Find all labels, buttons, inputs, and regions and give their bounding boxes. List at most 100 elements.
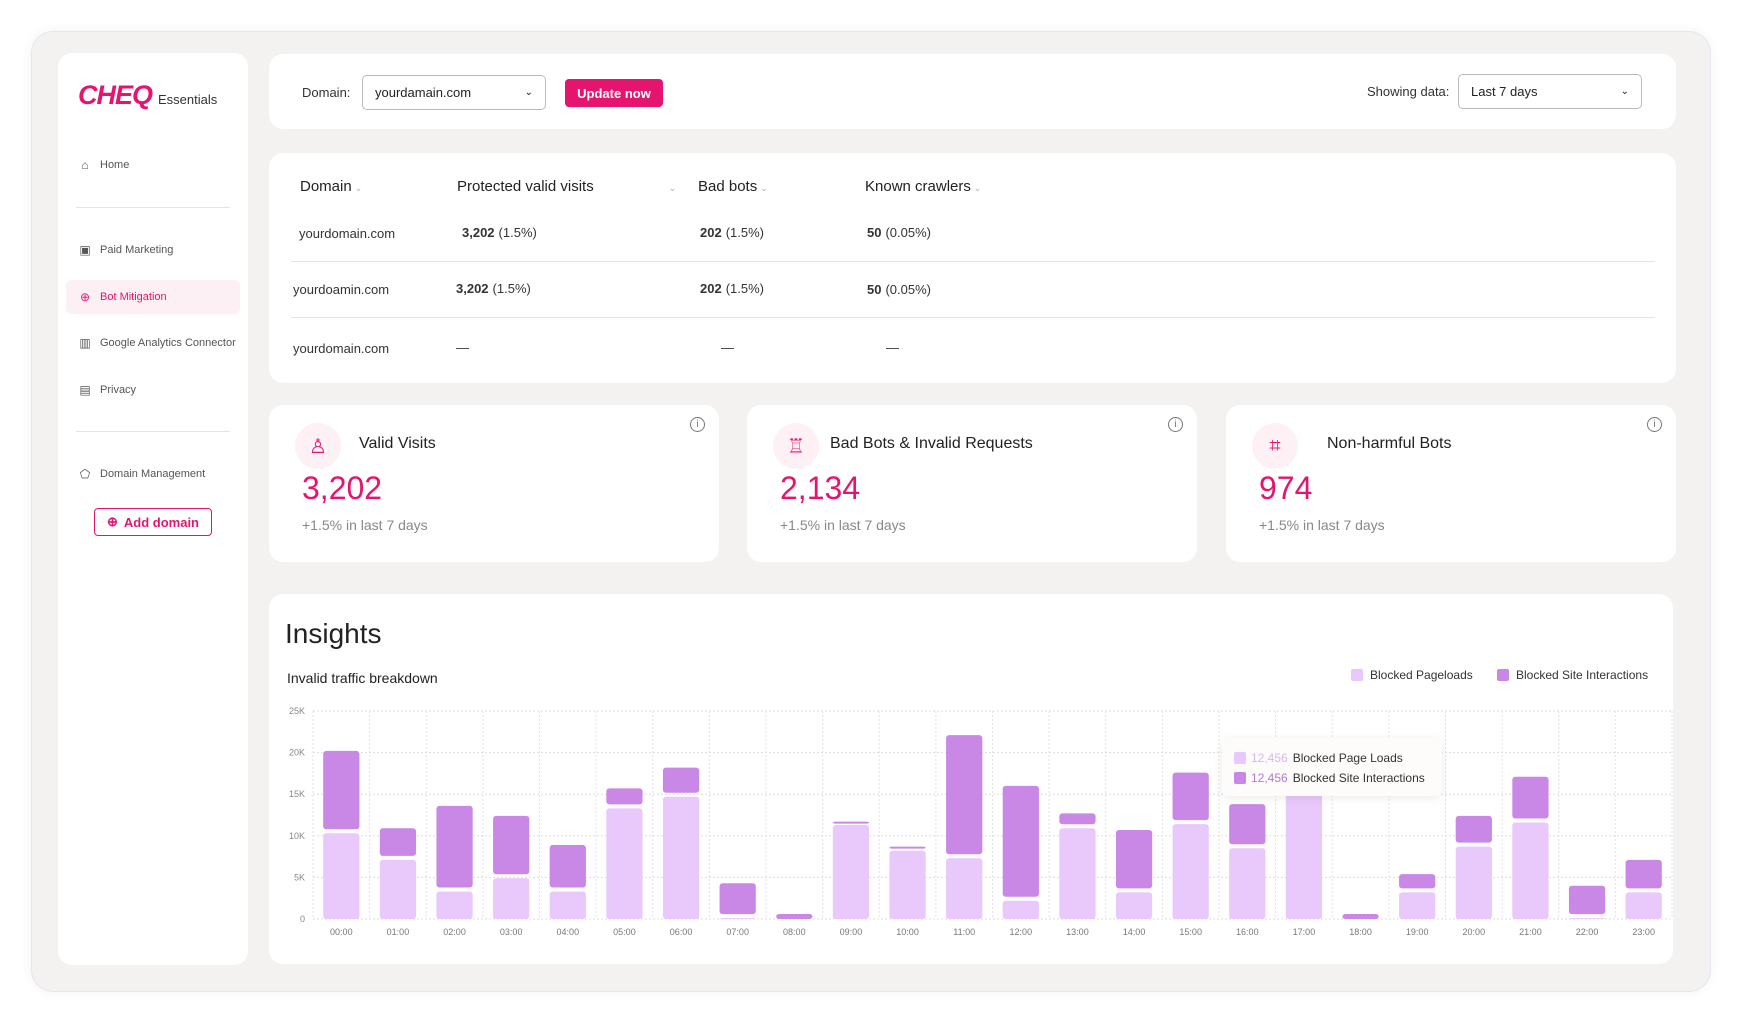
bar-interactions xyxy=(1625,859,1662,889)
row-divider xyxy=(291,261,1655,262)
header-bad-bots[interactable]: Bad bots ⌄ xyxy=(698,178,768,195)
bar-pageloads xyxy=(549,891,586,919)
legend-swatch xyxy=(1497,669,1509,681)
domain-value: yourdamain.com xyxy=(375,85,472,100)
bar-pageloads xyxy=(1455,846,1492,919)
cell-visits: 3,202 (1.5%) xyxy=(462,225,537,240)
paid-marketing-icon: ▣ xyxy=(79,243,91,257)
bar-interactions xyxy=(436,805,473,888)
bar-pageloads xyxy=(1285,794,1323,919)
cell-domain[interactable]: yourdomain.com xyxy=(293,341,390,356)
robot-icon: ♖ xyxy=(773,423,819,469)
sort-icon: ⌄ xyxy=(760,183,768,193)
bar-interactions xyxy=(832,821,870,824)
bar-interactions xyxy=(719,883,756,915)
user-icon: ♙ xyxy=(295,423,341,469)
x-tick-label: 14:00 xyxy=(1123,927,1146,937)
x-tick-label: 13:00 xyxy=(1066,927,1089,937)
x-tick-label: 03:00 xyxy=(500,927,523,937)
cell-bad-bots: — xyxy=(721,340,734,355)
bar-pageloads xyxy=(606,808,643,919)
y-tick-label: 10K xyxy=(289,831,305,841)
bar-pageloads xyxy=(1399,892,1436,919)
bar-interactions xyxy=(889,846,926,849)
stat-card-non-harmful-bots: ⌗ Non-harmful Bots 974 +1.5% in last 7 d… xyxy=(1226,405,1676,562)
legend-item-interactions[interactable]: Blocked Site Interactions xyxy=(1497,668,1648,682)
header-known-crawlers[interactable]: Known crawlers ⌄ xyxy=(865,178,982,195)
bar-pageloads xyxy=(1512,822,1549,919)
bar-interactions xyxy=(1002,785,1039,897)
bar-pageloads xyxy=(1115,892,1153,919)
cell-crawlers: — xyxy=(886,340,899,355)
tag-icon: ⬠ xyxy=(79,467,91,481)
bar-pageloads xyxy=(889,850,926,919)
sidebar: CHEQ Essentials ⌂ Home ▣ Paid Marketing ⊕ B… xyxy=(58,53,248,965)
stat-title: Valid Visits xyxy=(359,435,436,452)
sidebar-item-bot-mitigation[interactable]: ⊕ Bot Mitigation xyxy=(66,280,240,314)
stat-change: +1.5% in last 7 days xyxy=(302,517,428,533)
bar-pageloads xyxy=(436,891,473,919)
x-tick-label: 06:00 xyxy=(670,927,693,937)
sidebar-item-paid-marketing[interactable]: ▣ Paid Marketing xyxy=(66,233,240,267)
bar-interactions xyxy=(1115,829,1153,889)
plus-circle-icon: ⊕ xyxy=(106,514,118,529)
add-domain-button[interactable]: ⊕ Add domain xyxy=(94,508,212,536)
info-icon[interactable]: i xyxy=(1168,417,1183,432)
date-range-select[interactable]: Last 7 days ⌄ xyxy=(1458,74,1642,109)
stat-title: Bad Bots & Invalid Requests xyxy=(830,435,1033,452)
top-bar: Domain: yourdamain.com ⌄ Update now Showi… xyxy=(269,54,1676,129)
insights-title: Insights xyxy=(285,618,382,649)
info-icon[interactable]: i xyxy=(690,417,705,432)
domain-select[interactable]: yourdamain.com ⌄ xyxy=(362,75,546,110)
sidebar-item-home[interactable]: ⌂ Home xyxy=(66,148,240,182)
bar-interactions xyxy=(549,844,586,888)
legend-item-pageloads[interactable]: Blocked Pageloads xyxy=(1351,668,1473,682)
x-tick-label: 01:00 xyxy=(387,927,410,937)
x-tick-label: 20:00 xyxy=(1463,927,1486,937)
y-tick-label: 25K xyxy=(289,706,305,716)
bar-pageloads xyxy=(832,824,870,919)
bar-pageloads xyxy=(1568,918,1606,919)
sidebar-item-privacy[interactable]: ▤ Privacy xyxy=(66,373,240,407)
bar-pageloads xyxy=(1172,824,1209,919)
bar-interactions xyxy=(1455,815,1492,843)
info-icon[interactable]: i xyxy=(1647,417,1662,432)
logo[interactable]: CHEQ Essentials xyxy=(78,80,217,111)
cell-visits: 3,202 (1.5%) xyxy=(456,281,531,296)
bar-interactions xyxy=(493,815,530,875)
x-tick-label: 19:00 xyxy=(1406,927,1429,937)
sort-icon: ⌄ xyxy=(354,183,363,193)
bar-interactions xyxy=(776,914,813,919)
y-tick-label: 5K xyxy=(294,872,305,882)
home-icon: ⌂ xyxy=(81,158,89,172)
x-tick-label: 09:00 xyxy=(840,927,863,937)
stat-card-valid-visits: ♙ Valid Visits 3,202 +1.5% in last 7 day… xyxy=(269,405,719,562)
bar-interactions xyxy=(1399,874,1436,889)
x-tick-label: 05:00 xyxy=(613,927,636,937)
y-tick-label: 0 xyxy=(300,914,305,924)
cell-crawlers: 50 (0.05%) xyxy=(867,225,931,240)
bar-interactions xyxy=(606,788,643,805)
update-now-button[interactable]: Update now xyxy=(565,79,663,107)
x-tick-label: 12:00 xyxy=(1010,927,1033,937)
chevron-down-icon: ⌄ xyxy=(1620,86,1629,97)
x-tick-label: 23:00 xyxy=(1632,927,1655,937)
sidebar-item-domain-management[interactable]: ⬠ Domain Management xyxy=(66,457,240,491)
cell-bad-bots: 202 (1.5%) xyxy=(700,225,764,240)
x-tick-label: 18:00 xyxy=(1349,927,1372,937)
bar-pageloads xyxy=(1059,828,1096,919)
x-tick-label: 22:00 xyxy=(1576,927,1599,937)
bar-interactions xyxy=(1059,813,1096,825)
sidebar-item-google-analytics[interactable]: ▥ Google Analytics Connector xyxy=(66,326,240,360)
range-value: Last 7 days xyxy=(1471,84,1538,99)
nav-label: Bot Mitigation xyxy=(100,291,167,303)
sort-icon: ⌄ xyxy=(668,183,677,193)
cell-crawlers: 50 (0.05%) xyxy=(867,282,931,297)
header-protected-valid-visits[interactable]: Protected valid visits ⌄ xyxy=(457,178,677,195)
chart-subtitle: Invalid traffic breakdown xyxy=(287,670,438,686)
scan-bot-icon: ⌗ xyxy=(1252,423,1298,469)
header-domain[interactable]: Domain ⌄ xyxy=(300,178,363,195)
cell-domain[interactable]: yourdoamin.com xyxy=(293,282,390,297)
globe-bot-icon: ⊕ xyxy=(79,290,91,304)
cell-domain[interactable]: yourdomain.com xyxy=(299,226,396,241)
